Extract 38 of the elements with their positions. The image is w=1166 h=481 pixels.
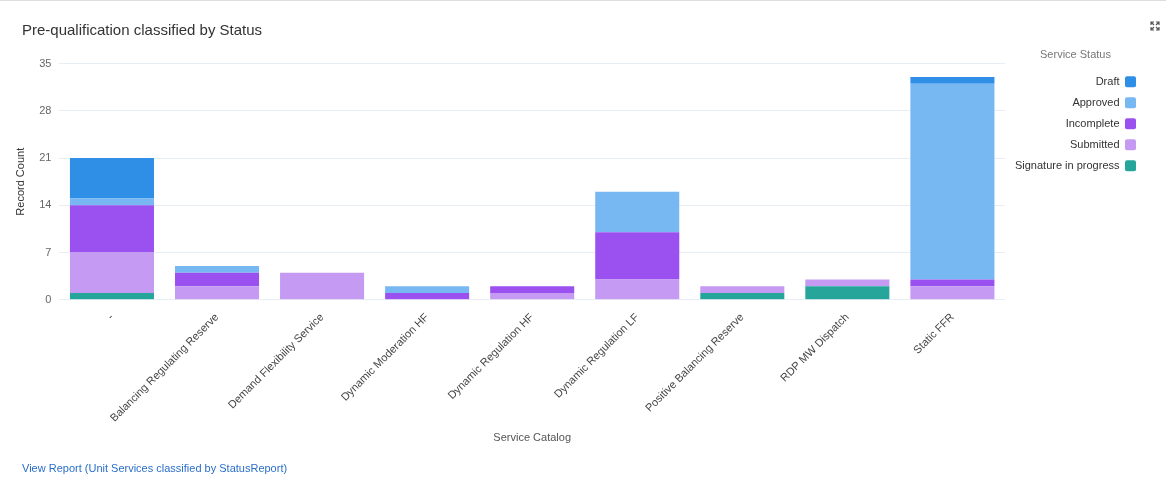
- text: View Report (Unit Services classified by StatusReport): [22, 462, 288, 474]
- bar: [490, 293, 575, 300]
- y-tick-label: 14: [39, 198, 52, 211]
- legend-label: Draft: [1095, 74, 1120, 87]
- chart-title: Pre-qualification classified by Status: [22, 21, 263, 38]
- bar: [595, 191, 680, 233]
- bar: [280, 272, 365, 300]
- bar: [595, 279, 680, 300]
- bar: [69, 252, 154, 294]
- bar: [910, 286, 995, 300]
- bar: [69, 158, 154, 199]
- y-tick-label: 0: [45, 292, 52, 305]
- bar: [910, 77, 995, 84]
- bar: [175, 272, 260, 287]
- y-tick-label: 7: [45, 245, 52, 258]
- legend-label: Submitted: [1069, 137, 1120, 150]
- bar: [595, 232, 680, 280]
- y-tick-label: 28: [39, 103, 52, 116]
- y-axis-title: Record Count: [13, 147, 26, 216]
- bar: [700, 293, 785, 300]
- bar: [385, 286, 470, 294]
- bar: [69, 293, 154, 300]
- bar: [700, 286, 785, 294]
- bar: [490, 286, 575, 294]
- bar: [175, 286, 260, 300]
- x-tick-label: -: [104, 310, 116, 322]
- y-tick-label: 35: [39, 56, 52, 69]
- x-axis-title: Service Catalog: [493, 431, 572, 444]
- bar: [910, 83, 995, 280]
- bar: [805, 286, 890, 300]
- bar: [385, 293, 470, 300]
- legend-label: Incomplete: [1065, 116, 1120, 129]
- y-tick-label: 21: [39, 151, 52, 164]
- bar: [69, 205, 154, 253]
- legend-label: Signature in progress: [1014, 158, 1120, 171]
- legend-title: Service Status: [1040, 47, 1112, 60]
- bar: [175, 266, 260, 273]
- legend-label: Approved: [1072, 95, 1120, 108]
